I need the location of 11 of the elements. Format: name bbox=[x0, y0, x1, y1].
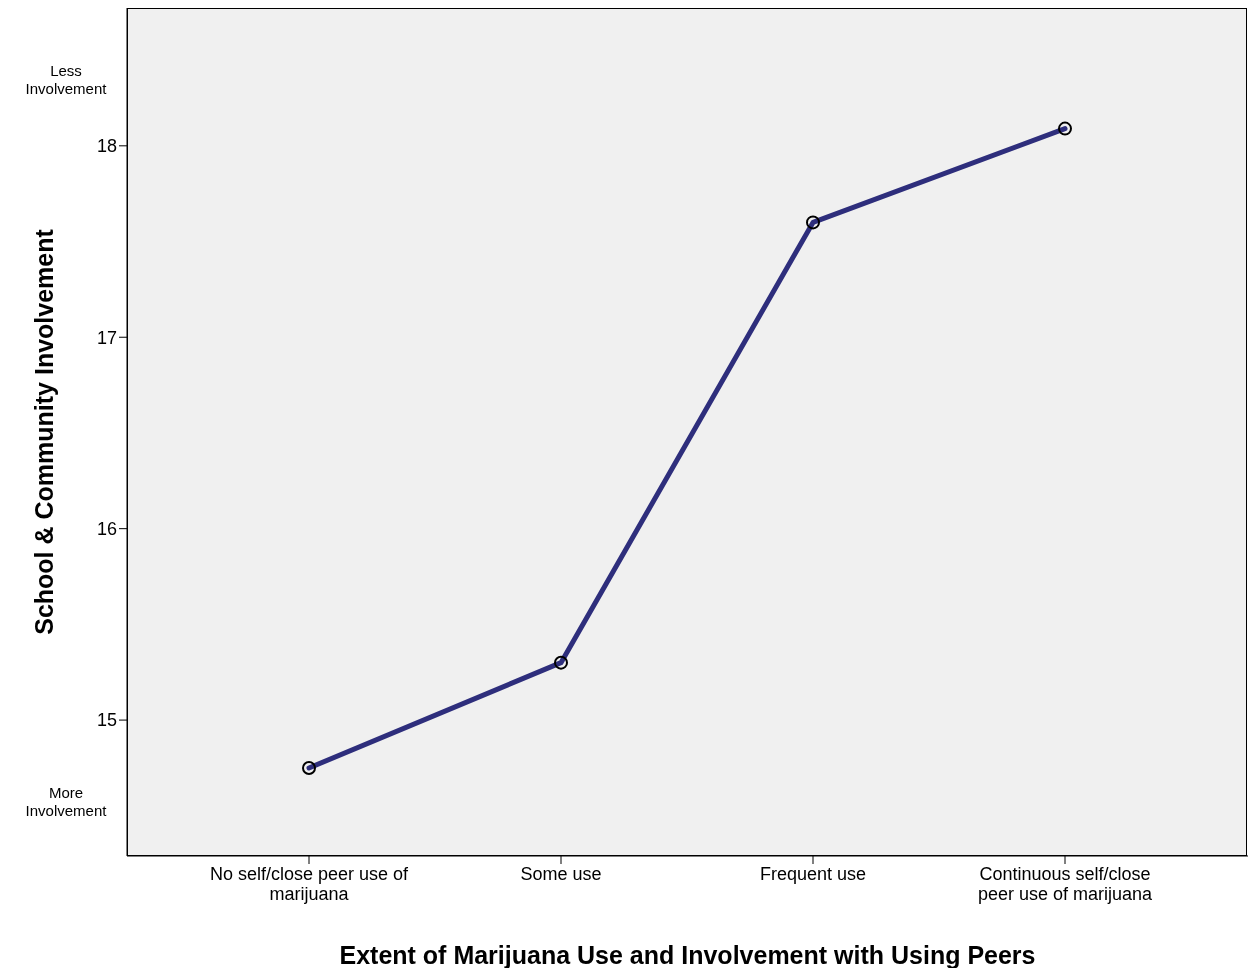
y-tick-label: 15 bbox=[96, 710, 117, 731]
y-tick-label: 18 bbox=[96, 136, 117, 157]
x-tick-label: Continuous self/close peer use of marijuana bbox=[977, 864, 1154, 904]
x-tick-label: Some use bbox=[520, 864, 602, 884]
text: Less Involvement bbox=[24, 62, 108, 98]
y-tick-label: 16 bbox=[96, 519, 117, 540]
x-tick-label: No self/close peer use of marijuana bbox=[209, 864, 410, 904]
y-axis-title: School & Community Involvement bbox=[29, 228, 58, 635]
x-tick-label: Frequent use bbox=[759, 864, 867, 884]
text: More Involvement bbox=[24, 784, 108, 820]
y-tick-label: 17 bbox=[96, 327, 117, 348]
